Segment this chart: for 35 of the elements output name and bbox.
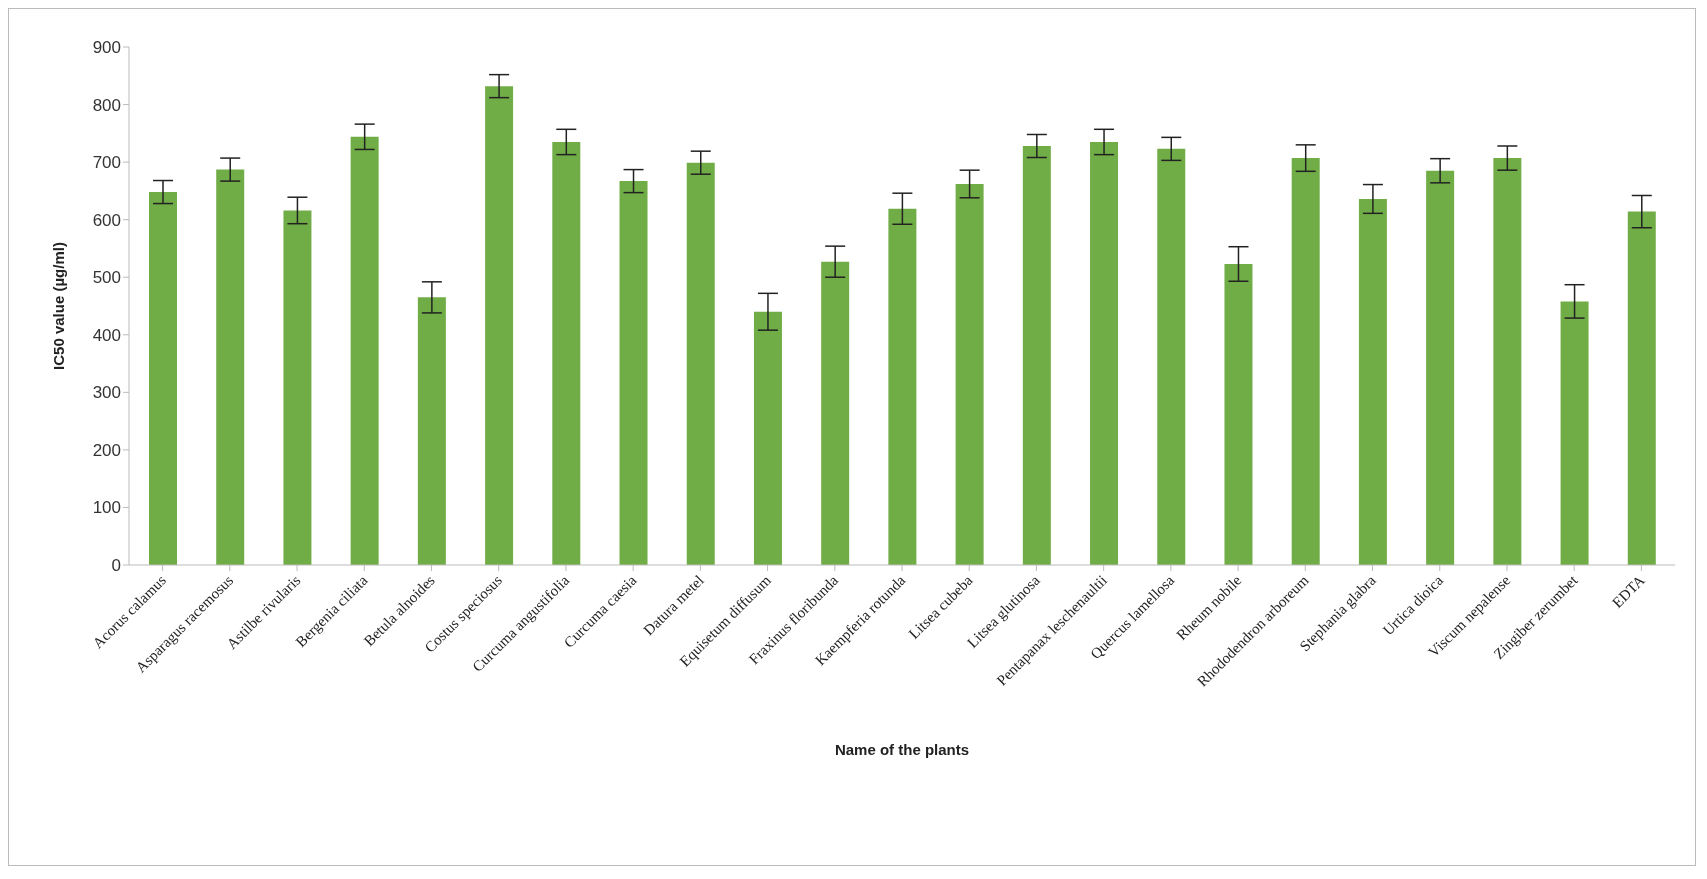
y-tick-label: 0 [111,556,121,576]
y-tick-label: 600 [92,210,121,230]
bar [686,162,715,565]
bar [1022,146,1051,565]
bar [1426,170,1455,565]
bar [350,136,379,565]
y-tick-label: 400 [92,325,121,345]
bar [619,181,648,565]
bar [283,210,312,565]
y-axis-title: IC50 value (µg/ml) [50,242,68,370]
bar [216,169,245,565]
bar [888,208,917,565]
x-axis-title: Name of the plants [834,741,970,758]
bar [417,297,446,565]
y-tick-label: 100 [92,498,121,518]
bar [753,311,782,565]
bar [1291,158,1320,565]
y-tick-label: 500 [92,268,121,288]
bar [821,261,850,565]
bar [552,141,581,565]
bar [1358,198,1387,565]
bar [149,192,177,565]
bar [1090,141,1119,565]
y-tick-label: 200 [92,440,121,460]
bar [1493,158,1522,565]
y-tick-label: 900 [92,38,121,58]
bar [1224,263,1253,565]
bar [485,86,514,565]
bar [1157,148,1186,565]
y-tick-label: 700 [92,153,121,173]
bar [1627,211,1656,565]
y-tick-label: 800 [92,95,121,115]
y-tick-label: 300 [92,383,121,403]
bar [1560,301,1589,565]
bar [955,183,984,565]
